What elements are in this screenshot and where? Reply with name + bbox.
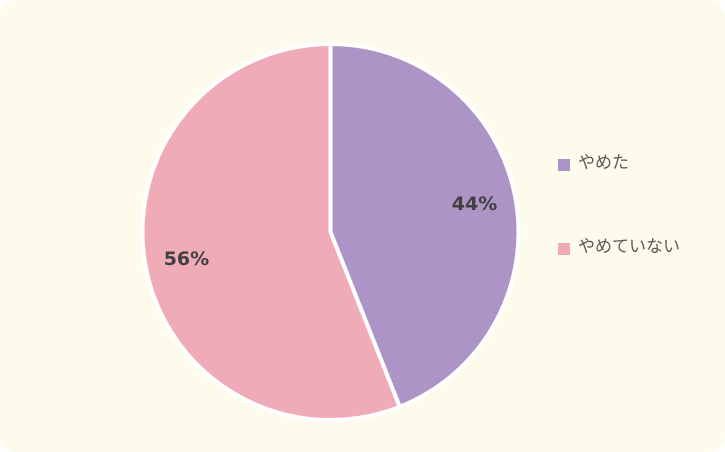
legend-label: やめた bbox=[578, 153, 629, 173]
legend-swatch bbox=[558, 243, 570, 255]
data-label: 44% bbox=[452, 193, 497, 215]
legend-swatch bbox=[558, 159, 570, 171]
legend-label: やめていない bbox=[578, 237, 680, 257]
pie-slice bbox=[328, 42, 521, 409]
pie-slice bbox=[140, 42, 402, 422]
data-label: 56% bbox=[164, 248, 209, 270]
